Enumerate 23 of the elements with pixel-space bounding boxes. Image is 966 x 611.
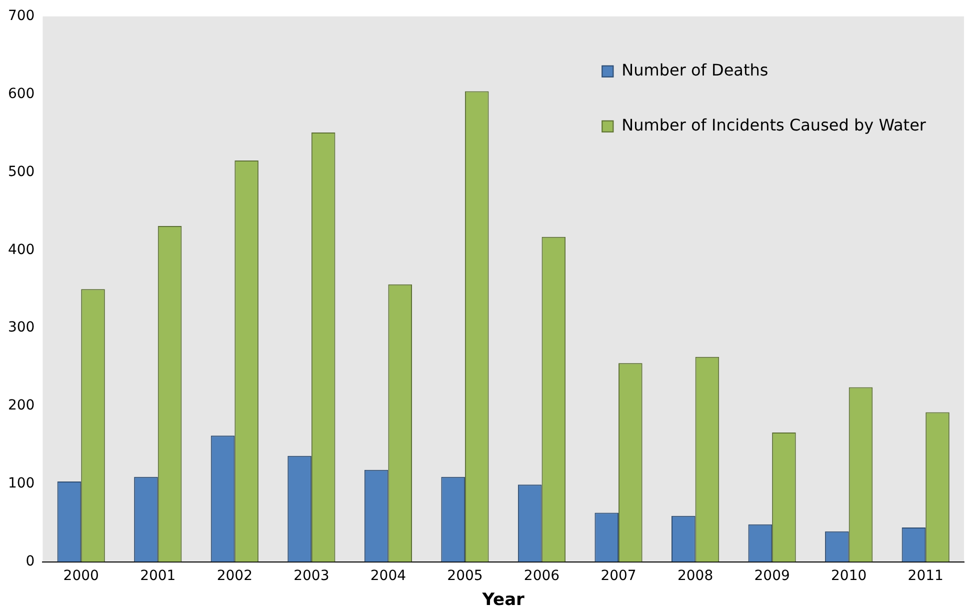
y-tick-label: 700 <box>8 8 35 24</box>
x-tick-label: 2000 <box>63 568 99 584</box>
x-tick-label: 2005 <box>447 568 483 584</box>
y-tick-label: 0 <box>26 553 35 570</box>
x-tick-label: 2009 <box>754 568 790 584</box>
x-tick-label: 2004 <box>370 568 406 584</box>
x-tick-label: 2011 <box>908 568 944 584</box>
x-axis-title: Year <box>481 590 526 610</box>
y-tick-label: 100 <box>8 476 35 492</box>
legend-label: Number of Incidents Caused by Water <box>622 116 926 135</box>
x-tick-label: 2003 <box>294 568 330 584</box>
y-tick-label: 400 <box>8 242 35 258</box>
x-tick-label: 2010 <box>831 568 867 584</box>
y-tick-label: 500 <box>8 164 35 180</box>
x-tick-label: 2001 <box>140 568 176 584</box>
y-tick-label: 200 <box>8 398 35 414</box>
y-tick-label: 600 <box>8 86 35 102</box>
y-tick-label: 300 <box>8 320 35 336</box>
x-tick-label: 2006 <box>524 568 560 584</box>
x-tick-label: 2007 <box>600 568 636 584</box>
legend-label: Number of Deaths <box>622 60 768 80</box>
x-tick-label: 2008 <box>677 568 714 584</box>
x-tick-label: 2002 <box>216 568 252 584</box>
